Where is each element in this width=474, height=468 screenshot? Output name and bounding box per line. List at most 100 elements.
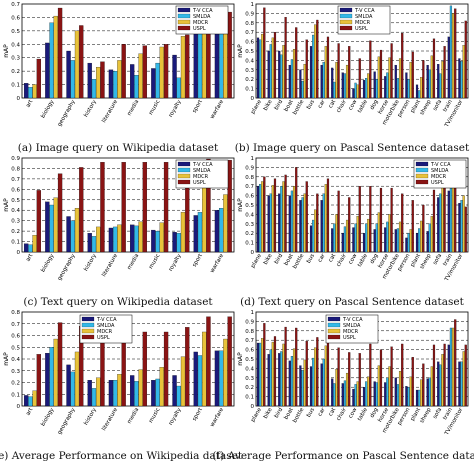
bar — [108, 69, 114, 99]
bar — [337, 190, 340, 253]
bar — [428, 69, 431, 99]
y-tick-label: 0.5 — [245, 49, 254, 55]
caption-b: (b) Image query on Pascal Sentence datas… — [235, 142, 470, 154]
bar — [384, 76, 387, 99]
bar — [324, 46, 327, 99]
bar — [32, 235, 37, 253]
bar — [117, 374, 122, 407]
bar — [290, 59, 294, 99]
bar — [36, 190, 42, 253]
bar — [227, 11, 232, 99]
bar — [282, 343, 285, 407]
y-tick-label: 1 — [251, 156, 255, 162]
bar — [373, 71, 376, 99]
bar — [454, 319, 457, 407]
bar — [322, 62, 325, 99]
bar — [437, 64, 440, 99]
legend-swatch — [81, 322, 95, 328]
bar — [369, 40, 372, 99]
legend-swatch — [327, 322, 341, 328]
bar — [292, 186, 296, 253]
y-tick-label: 0.3 — [245, 222, 254, 228]
bar — [142, 162, 148, 253]
bar — [377, 212, 380, 253]
bar — [449, 187, 453, 253]
bar — [172, 375, 177, 407]
bar — [96, 226, 101, 253]
bar — [396, 384, 400, 407]
legend-entry: SMLDA — [355, 14, 373, 20]
bar — [172, 232, 177, 253]
bar — [396, 78, 400, 99]
bar — [261, 181, 264, 253]
bar — [227, 316, 232, 407]
bar — [401, 193, 404, 253]
bar — [23, 243, 29, 253]
bar — [428, 377, 431, 407]
bar — [269, 193, 272, 253]
bar — [354, 223, 357, 253]
category-tick-label: art — [25, 98, 35, 108]
bar — [117, 224, 122, 253]
bar — [223, 338, 228, 407]
legend-entry: MDCR — [431, 174, 447, 180]
category-tick-label: chair — [336, 98, 348, 113]
bar — [386, 377, 389, 407]
category-tick-label: sport — [192, 252, 205, 268]
y-tick-label: 0.1 — [245, 395, 254, 401]
bar — [155, 62, 160, 99]
bar — [316, 337, 319, 407]
bar — [121, 44, 126, 99]
bar — [305, 181, 308, 253]
bar — [273, 32, 277, 99]
bar — [420, 220, 423, 253]
bar — [411, 356, 414, 407]
category-tick-label: bus — [306, 253, 316, 265]
category-tick-label: sport — [192, 406, 205, 422]
legend-swatch — [415, 167, 429, 173]
category-tick-label: music — [148, 253, 161, 270]
y-tick-label: 0.7 — [11, 2, 20, 8]
bar — [322, 358, 325, 407]
bar — [32, 390, 37, 407]
legend-entry: SMLDA — [193, 14, 211, 20]
caption-f: (f) Average Performance on Pascal Senten… — [212, 450, 474, 462]
legend-entry: T-V CCA — [430, 162, 451, 168]
bar — [206, 316, 211, 407]
bar — [333, 81, 336, 99]
category-tick-label: bottle — [292, 406, 306, 423]
bar — [367, 218, 370, 253]
bar — [352, 227, 355, 253]
category-tick-label: cat — [328, 406, 338, 417]
legend-entry: T-V CCA — [96, 317, 117, 323]
legend-swatch — [415, 179, 429, 185]
bar — [337, 43, 340, 99]
category-tick-label: warfare — [209, 98, 225, 120]
bar — [259, 39, 262, 99]
bar — [335, 62, 338, 99]
bar — [326, 36, 330, 99]
y-axis-label: mAP — [3, 198, 10, 212]
bar — [282, 181, 285, 253]
legend-entry: MDCR — [343, 329, 359, 335]
bar — [159, 46, 164, 99]
bar — [428, 223, 431, 253]
bar — [335, 369, 338, 407]
bar — [333, 223, 336, 253]
bar — [267, 195, 270, 253]
bar — [295, 327, 298, 407]
bar — [138, 221, 143, 253]
bar — [441, 186, 444, 253]
y-tick-label: 0.5 — [11, 198, 20, 204]
bar — [379, 49, 383, 99]
bar — [460, 200, 463, 253]
category-tick-label: sheep — [419, 253, 433, 271]
bar — [454, 8, 457, 99]
bar — [348, 46, 351, 99]
bar — [407, 79, 410, 99]
bar — [354, 82, 357, 99]
